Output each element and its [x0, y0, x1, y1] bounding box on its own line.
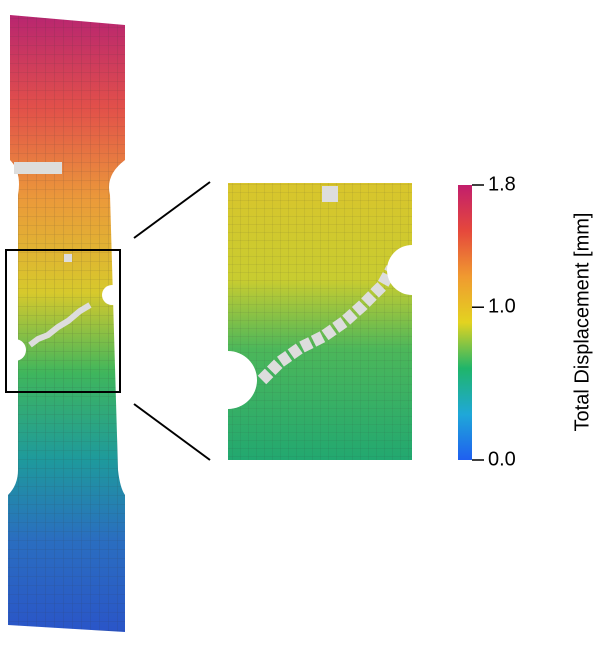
colorbar-tick-label: 1.0	[488, 296, 516, 318]
zoom-panel	[133, 181, 437, 461]
colorbar	[458, 185, 472, 460]
colorbar-tick-label: 0.0	[488, 448, 516, 470]
colorbar-tick-label: 1.8	[488, 173, 516, 195]
colorbar-label: Total Displacement [mm]	[571, 213, 593, 432]
specimen	[4, 15, 125, 632]
